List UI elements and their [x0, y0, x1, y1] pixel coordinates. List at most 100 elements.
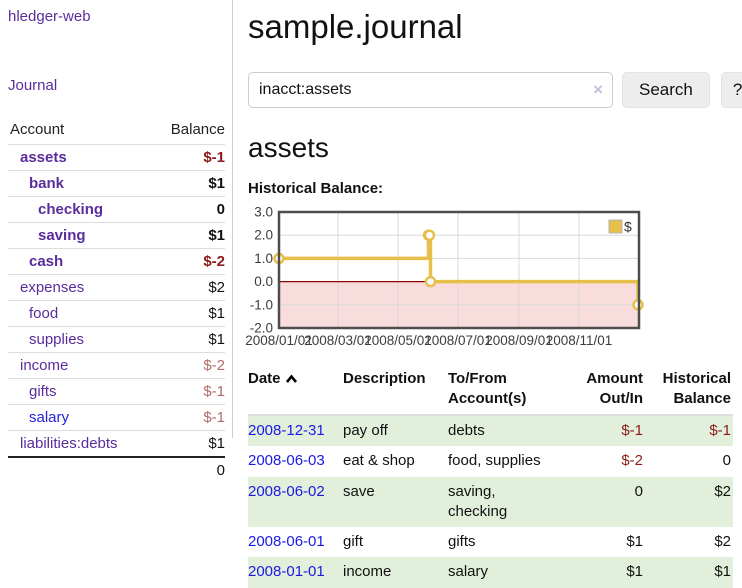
transaction-date-link[interactable]: 2008-06-03 — [248, 452, 325, 470]
account-link[interactable]: salary — [29, 409, 70, 426]
transaction-accounts-cell: saving, checking — [448, 482, 508, 520]
help-button[interactable]: ? — [720, 72, 742, 108]
account-row: checking 0 — [8, 196, 225, 222]
transaction-description-cell: eat & shop — [343, 452, 415, 470]
app-brand-link[interactable]: hledger-web — [8, 8, 91, 25]
account-row: saving $1 — [8, 222, 225, 248]
accounts-table-body: assets $-1 bank $1 checking 0 saving $1 … — [8, 144, 225, 456]
transaction-description-cell: gift — [343, 533, 364, 550]
account-link[interactable]: cash — [29, 253, 64, 270]
account-balance: $-1 — [203, 383, 225, 400]
transaction-amount-cell: $-1 — [621, 422, 643, 439]
account-balance: $1 — [208, 331, 225, 348]
sort-ascending-icon — [285, 371, 298, 388]
transaction-date-link[interactable]: 2008-01-01 — [248, 563, 325, 581]
account-row: liabilities:debts $1 — [8, 430, 225, 456]
transaction-date-link[interactable]: 2008-06-01 — [248, 533, 325, 550]
transaction-row: 2008-01-01 income salary $1 $1 — [248, 557, 733, 588]
account-row: income $-2 — [8, 352, 225, 378]
svg-text:2008/11/01: 2008/11/01 — [546, 333, 613, 348]
account-balance: $-1 — [203, 409, 225, 426]
transaction-row: 2008-06-03 eat & shop food, supplies $-2… — [248, 446, 733, 476]
column-header-date[interactable]: Date — [248, 367, 343, 416]
account-row: supplies $1 — [8, 326, 225, 352]
account-link[interactable]: saving — [38, 227, 86, 244]
account-row: gifts $-1 — [8, 378, 225, 404]
column-header-balance: Historical Balance — [645, 367, 733, 416]
account-balance: 0 — [216, 201, 225, 218]
svg-text:2008/09/01: 2008/09/01 — [485, 333, 553, 348]
transaction-row: 2008-06-02 save saving, checking 0 $2 — [248, 476, 733, 527]
register-table: Date Description To/From Account(s) Amou… — [248, 367, 733, 588]
svg-text:-1.0: -1.0 — [250, 297, 273, 312]
account-balance: $1 — [208, 227, 225, 244]
account-link[interactable]: gifts — [29, 383, 57, 400]
transaction-row: 2008-06-01 gift gifts $1 $2 — [248, 527, 733, 557]
svg-text:2008/03/01: 2008/03/01 — [304, 333, 372, 348]
account-row: cash $-2 — [8, 248, 225, 274]
transaction-accounts-cell: gifts — [448, 533, 476, 550]
main-content: sample.journal × Search ? assets Histori… — [245, 0, 742, 588]
account-link[interactable]: income — [20, 357, 69, 374]
account-link[interactable]: food — [29, 305, 59, 322]
account-balance: $1 — [208, 435, 225, 452]
account-page-title: assets — [248, 132, 329, 163]
svg-text:2008/05/01: 2008/05/01 — [364, 333, 432, 348]
transaction-accounts-cell: debts — [448, 422, 485, 439]
historical-balance-chart: $3.0 2.0 1.0 0.0 -1.0 -2.02008/01/012008/03/0… — [245, 205, 644, 348]
transaction-balance-cell: $1 — [714, 563, 731, 581]
transaction-date-cell: 2008-06-01 — [248, 527, 343, 557]
transaction-date-cell: 2008-01-01 — [248, 557, 343, 587]
sidebar-item-journal[interactable]: Journal — [8, 77, 58, 94]
accounts-header-account: Account — [10, 121, 65, 138]
account-link[interactable]: expenses — [20, 279, 85, 296]
transaction-balance-cell: $-1 — [709, 422, 731, 439]
account-link[interactable]: checking — [38, 201, 104, 218]
svg-text:2.0: 2.0 — [254, 228, 273, 243]
column-header-amount: Amount Out/In — [560, 367, 645, 416]
accounts-header-balance: Balance — [170, 121, 225, 138]
account-link[interactable]: supplies — [29, 331, 85, 348]
account-link[interactable]: assets — [20, 149, 67, 166]
column-header-description: Description — [343, 367, 448, 416]
register-header-row: Date Description To/From Account(s) Amou… — [248, 367, 733, 416]
svg-text:2008/07/01: 2008/07/01 — [424, 333, 492, 348]
account-link[interactable]: liabilities:debts — [20, 435, 118, 452]
transaction-description-cell: pay off — [343, 422, 388, 439]
search-input[interactable] — [248, 72, 613, 108]
transaction-balance-cell: 0 — [722, 452, 731, 470]
accounts-total-value: 0 — [216, 462, 225, 479]
transaction-date-link[interactable]: 2008-06-02 — [248, 482, 325, 500]
svg-text:1.0: 1.0 — [254, 251, 273, 266]
transaction-balance-cell: $2 — [714, 533, 731, 550]
transaction-description-cell: income — [343, 563, 392, 581]
page-title: sample.journal — [248, 8, 463, 45]
accounts-table-header: Account Balance — [8, 119, 225, 144]
accounts-table: Account Balance assets $-1 bank $1 check… — [8, 119, 225, 483]
transaction-description-cell: save — [343, 482, 375, 500]
account-balance: $-2 — [203, 253, 225, 270]
account-balance: $-2 — [203, 357, 225, 374]
account-row: salary $-1 — [8, 404, 225, 430]
transaction-accounts-cell: salary — [448, 563, 489, 581]
account-balance: $2 — [208, 279, 225, 296]
search-button[interactable]: Search — [622, 72, 710, 108]
svg-text:0.0: 0.0 — [254, 274, 273, 289]
account-balance: $-1 — [203, 149, 225, 166]
search-form: × Search ? — [248, 72, 742, 108]
transaction-accounts-cell: food, supplies — [448, 452, 541, 470]
column-header-accounts: To/From Account(s) — [448, 367, 560, 416]
svg-text:$: $ — [624, 219, 632, 235]
svg-text:3.0: 3.0 — [254, 205, 273, 220]
transaction-amount-cell: $1 — [626, 563, 643, 581]
transaction-date-cell: 2008-12-31 — [248, 415, 343, 446]
transaction-balance-cell: $2 — [714, 482, 731, 500]
account-link[interactable]: bank — [29, 175, 65, 192]
transaction-amount-cell: $1 — [626, 533, 643, 550]
account-balance: $1 — [208, 305, 225, 322]
transaction-date-link[interactable]: 2008-12-31 — [248, 422, 325, 439]
sidebar: hledger-web Journal Account Balance asse… — [0, 0, 233, 479]
transaction-amount-cell: $-2 — [621, 452, 643, 470]
clear-search-icon[interactable]: × — [593, 80, 603, 99]
svg-text:2008/01/01: 2008/01/01 — [245, 333, 313, 348]
